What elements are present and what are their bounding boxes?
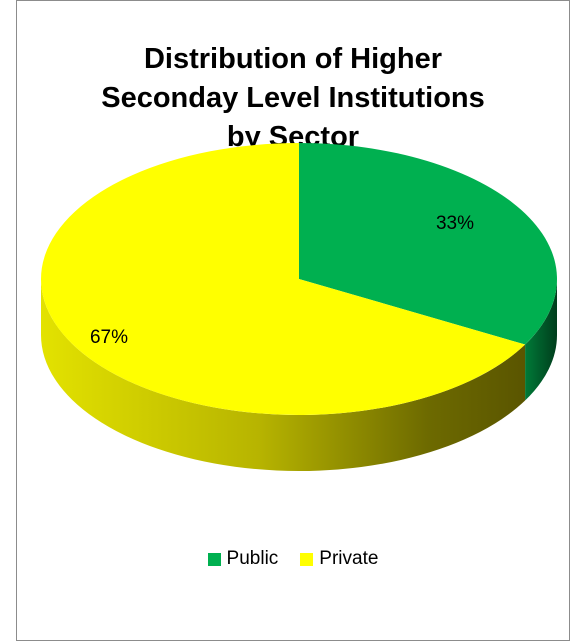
legend-item-private: Private bbox=[300, 548, 378, 570]
legend-label-public: Public bbox=[226, 548, 279, 569]
pie-slice-private bbox=[41, 143, 526, 415]
data-label-private: 67% bbox=[90, 327, 128, 348]
chart-legend: Public Private bbox=[0, 548, 586, 570]
legend-swatch-public bbox=[207, 552, 221, 566]
chart-title: Distribution of Higher Seconday Level In… bbox=[101, 43, 485, 153]
pie-slice-public bbox=[299, 143, 557, 345]
data-label-public: 33% bbox=[436, 213, 474, 234]
pie-side-public bbox=[525, 279, 557, 401]
pie-side-private bbox=[41, 279, 526, 471]
legend-label-private: Private bbox=[319, 548, 379, 569]
legend-swatch-private bbox=[300, 552, 314, 566]
legend-item-public: Public bbox=[207, 548, 279, 570]
